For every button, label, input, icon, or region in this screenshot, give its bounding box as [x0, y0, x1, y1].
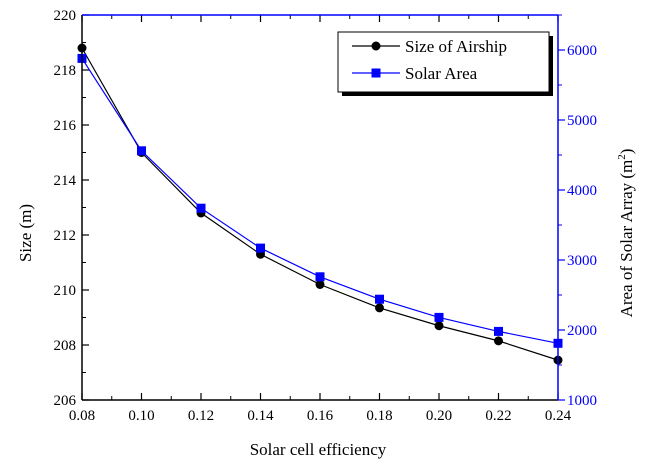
data-point-solar-area — [434, 312, 444, 322]
legend: Size of Airship Solar Area — [337, 31, 553, 96]
x-tick-label: 0.20 — [426, 408, 452, 424]
y-right-axis-title-superscript: 2 — [616, 154, 628, 160]
y-left-tick-label: 218 — [54, 63, 77, 79]
y-right-tick-label: 2000 — [567, 323, 597, 339]
y-left-tick-label: 220 — [54, 8, 77, 24]
y-left-tick-label: 208 — [54, 338, 77, 354]
legend-marker-solar-area — [371, 68, 381, 78]
legend-label-size-of-airship: Size of Airship — [405, 37, 507, 56]
legend-label-solar-area: Solar Area — [405, 64, 478, 83]
legend-entry-solar-area: Solar Area — [352, 64, 478, 83]
y-left-tick-label: 206 — [54, 393, 77, 409]
y-right-tick-label: 5000 — [567, 113, 597, 129]
x-tick-label: 0.24 — [545, 408, 572, 424]
y-right-axis-title: Area of Solar Array (m2) — [616, 149, 636, 318]
y-left-axis-title: Size (m) — [16, 204, 35, 262]
y-right-axis-title-close: ) — [617, 149, 636, 155]
y-left-tick-label: 214 — [54, 173, 77, 189]
x-tick-label: 0.10 — [128, 408, 154, 424]
data-point-solar-area — [196, 203, 206, 213]
ticks-layer: 0.08 0.10 0.12 0.14 0.16 0.18 0.20 0.22 0.24 206 2… — [54, 8, 598, 424]
y-right-axis-title-main: Area of Solar Array (m — [617, 160, 636, 318]
y-right-tick-label: 6000 — [567, 43, 597, 59]
data-point-solar-area — [494, 326, 503, 336]
data-point-solar-area — [375, 294, 384, 304]
y-right-tick-label: 4000 — [567, 183, 597, 199]
y-right-tick-label: 3000 — [567, 253, 597, 269]
x-tick-label: 0.22 — [485, 408, 511, 424]
data-point-solar-area — [137, 146, 146, 156]
data-point-size-of-airship — [494, 336, 503, 346]
x-tick-label: 0.12 — [188, 408, 214, 424]
y-left-tick-label: 216 — [54, 118, 77, 134]
x-tick-label: 0.08 — [69, 408, 95, 424]
legend-entry-size-of-airship: Size of Airship — [352, 37, 507, 56]
data-point-size-of-airship — [434, 321, 444, 331]
series-line-solar-area — [81, 58, 559, 344]
data-point-size-of-airship — [315, 280, 325, 289]
y-left-tick-label: 210 — [54, 283, 77, 299]
x-axis-title: Solar cell efficiency — [250, 440, 387, 459]
data-point-solar-area — [256, 243, 265, 253]
x-tick-label: 0.14 — [247, 408, 274, 424]
x-tick-label: 0.16 — [307, 408, 334, 424]
data-point-solar-area — [315, 272, 325, 282]
legend-box — [337, 31, 550, 93]
data-point-size-of-airship — [375, 303, 384, 313]
x-tick-label: 0.18 — [366, 408, 392, 424]
y-left-tick-label: 212 — [54, 228, 77, 244]
y-right-tick-label: 1000 — [567, 393, 597, 409]
legend-marker-size-of-airship — [371, 41, 381, 51]
